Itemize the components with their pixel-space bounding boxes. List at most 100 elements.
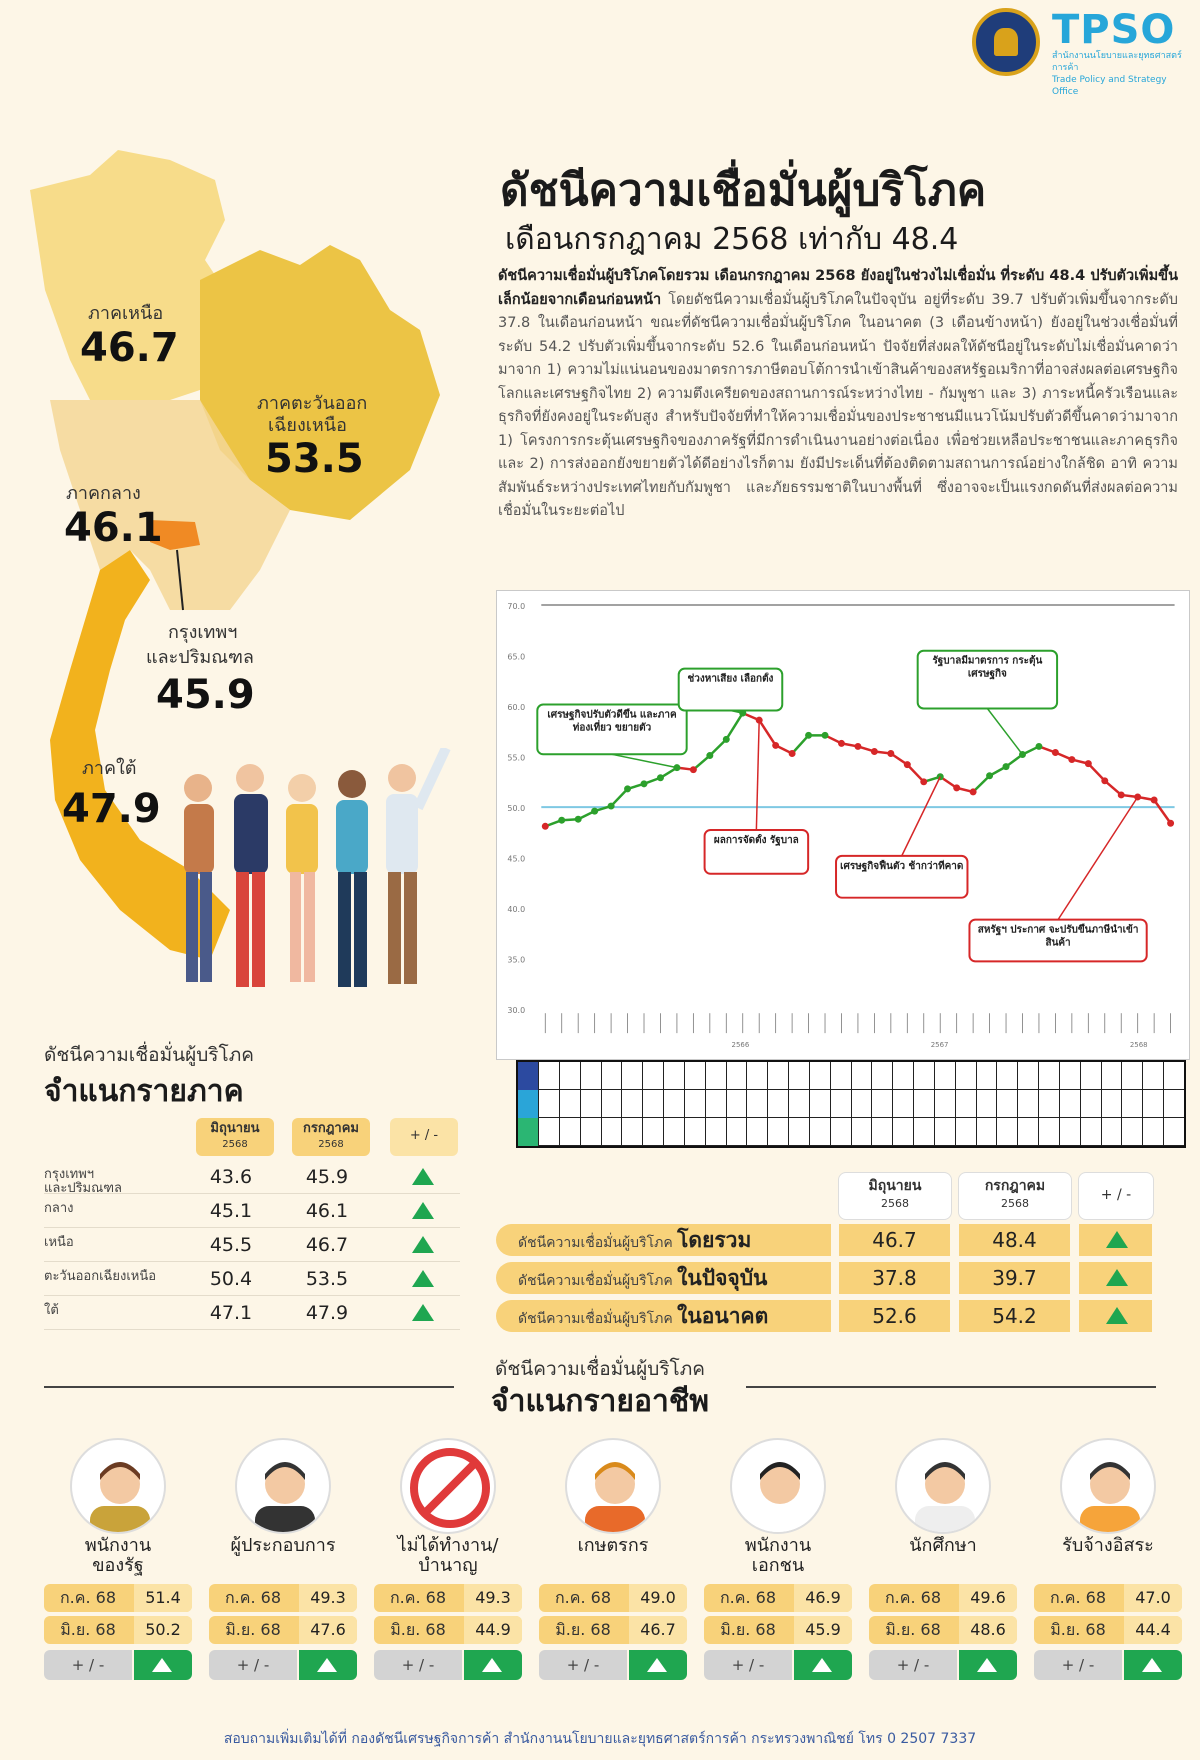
annotation-pointer [611,753,678,769]
y-tick-label: 35.0 [507,956,525,965]
series-line-segment [972,774,991,793]
y-tick-label: 70.0 [507,602,525,611]
data-table-cell [1100,1090,1122,1118]
map-label-northeast-1: ภาคตะวันออก [257,393,368,414]
occupation-stat-diff: + / - [539,1650,687,1680]
data-table-cell [829,1118,851,1146]
series-line-segment [610,788,629,807]
summary-paragraph: ดัชนีความเชื่อมั่นผู้บริโภคโดยรวม เดือนก… [498,265,1178,524]
data-point [541,822,549,830]
data-table-cell [579,1062,601,1090]
increase-triangle-icon [812,1658,832,1672]
data-table-cell [621,1062,643,1090]
data-table-cell [788,1062,809,1090]
data-table-cell [954,1062,976,1090]
data-point [788,750,796,757]
occupation-stat-diff-label: + / - [869,1650,957,1680]
increase-triangle-icon [412,1236,434,1253]
occupation-stat-current-label: ก.ค. 68 [1049,1588,1106,1607]
data-point [673,764,681,772]
overall-row-diff [1076,1224,1152,1256]
series-line-segment [1087,762,1106,782]
increase-triangle-icon [977,1658,997,1672]
regional-title-small: ดัชนีความเชื่อมั่นผู้บริโภค [44,1044,254,1066]
data-point [591,807,599,815]
occupation-stat-diff-value [1124,1650,1182,1680]
tpso-logo-sub-en: Trade Policy and Strategy Office [1052,75,1167,97]
data-table-cell [1017,1090,1039,1118]
regional-row-prev: 47.1 [209,1302,253,1324]
data-table-cell [1100,1118,1122,1146]
occupation-stat-diff-label: + / - [44,1650,132,1680]
regional-row-prev: 50.4 [209,1268,253,1290]
occupation-name: ผู้ประกอบการ [209,1536,357,1556]
regional-row-cur: 53.5 [305,1268,349,1290]
data-table-cell [1058,1062,1080,1090]
regional-row-name-line1: กรุงเทพฯ [44,1167,95,1182]
regional-row-cur: 46.1 [305,1200,349,1222]
occupation-stat-current: ก.ค. 68 49.3 [374,1584,522,1612]
occupation-stat-diff-value [134,1650,192,1680]
data-table-cell [871,1062,893,1090]
data-table-cell [1163,1090,1184,1118]
annotation-text: เศรษฐกิจปรับตัวดีขึ้น และภาคท่องเที่ยว ข… [547,709,677,734]
occupation-stat-current-value: 49.3 [299,1584,357,1612]
data-point [706,752,714,760]
data-table-cell [933,1118,955,1146]
annotation-box [703,828,810,875]
y-tick-label: 50.0 [507,804,525,813]
page-subtitle: เดือนกรกฎาคม 2568 เท่ากับ 48.4 [505,222,959,257]
overall-row-prefix: ดัชนีความเชื่อมั่นผู้บริโภค [518,1273,673,1289]
data-table-cell [558,1062,580,1090]
no-work-icon [400,1438,496,1534]
data-table-cell [1163,1062,1184,1090]
regional-header-cur-month: กรกฎาคม [302,1121,360,1136]
annotation-box [916,649,1059,710]
series-line-segment [1103,779,1123,796]
map-region-northeast [200,245,440,520]
data-table-cell [892,1118,914,1146]
occupation-name-line1: รับจ้างอิสระ [1062,1535,1154,1556]
series-line-segment [692,754,711,771]
occupation-card: ไม่ได้ทำงาน/บำนาญ ก.ค. 68 49.3 มิ.ย. 68 44.9… [374,1438,522,1688]
data-table-cell [954,1118,976,1146]
increase-triangle-icon [412,1304,434,1321]
series-line-segment [906,763,925,783]
data-table-cell [975,1062,997,1090]
occupation-stat-previous-label: มิ.ย. 68 [555,1620,611,1639]
data-table-cell [538,1062,559,1090]
occupation-divider-right [746,1386,1156,1388]
occupation-stat-previous-label: มิ.ย. 68 [1050,1620,1106,1639]
data-table-cell [913,1090,934,1118]
occupation-stat-current: ก.ค. 68 51.4 [44,1584,192,1612]
data-point [936,773,944,781]
series-line-segment [708,738,728,757]
data-point [920,778,928,786]
occupation-stat-previous: มิ.ย. 68 50.2 [44,1616,192,1644]
occupation-stat-current-label: ก.ค. 68 [224,1588,281,1607]
data-table-cell [871,1090,893,1118]
annotation-text-container: ช่วงหาเสียง เลือกตั้ง [688,674,774,685]
data-table-cell [642,1118,664,1146]
occupation-stat-current: ก.ค. 68 46.9 [704,1584,852,1612]
data-table-cell [892,1090,914,1118]
regional-row-name: กลาง [44,1202,74,1216]
occupation-stat-diff-label: + / - [374,1650,462,1680]
regional-row-name: ใต้ [44,1304,59,1318]
overall-header-prev-month: มิถุนายน [868,1178,922,1194]
occupation-stat-current: ก.ค. 68 49.3 [209,1584,357,1612]
occupation-stat-current: ก.ค. 68 49.0 [539,1584,687,1612]
data-point [574,815,582,823]
private-employee-icon [730,1438,826,1534]
map-value-bangkok: 45.9 [156,672,255,718]
increase-triangle-icon [412,1270,434,1287]
occupation-name-line2: บำนาญ [418,1555,478,1576]
occupation-card: พนักงาน ของรัฐ ก.ค. 68 51.4 มิ.ย. 68 50.2 + / … [44,1438,192,1688]
overall-row-diff [1076,1300,1152,1332]
overall-row-label: ดัชนีความเชื่อมั่นผู้บริโภค โดยรวม [496,1224,831,1256]
regional-header-prev: มิถุนายน 2568 [196,1118,274,1156]
data-table-cell [850,1118,872,1146]
y-tick-label: 65.0 [507,652,525,661]
occupation-stat-current: ก.ค. 68 47.0 [1034,1584,1182,1612]
data-table-cell [829,1062,851,1090]
